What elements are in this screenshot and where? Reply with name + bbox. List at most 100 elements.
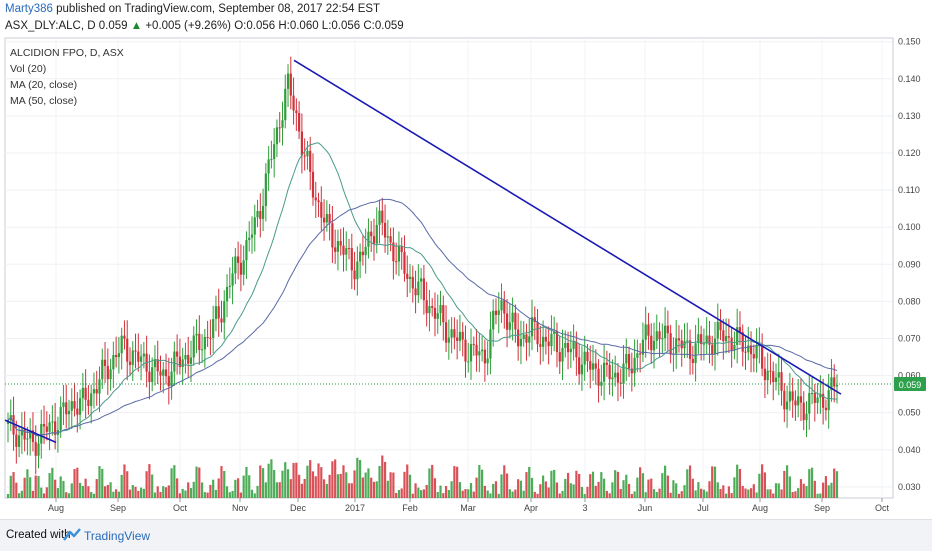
price-chart[interactable]: 0.150 0.140 0.130 0.120 0.110 0.100 0.090 0.080… <box>0 0 932 519</box>
volume-bar <box>278 482 281 498</box>
candle-body <box>264 173 267 206</box>
candle-body <box>705 335 708 344</box>
volume-bar <box>37 476 40 498</box>
candle-body <box>749 345 753 355</box>
candle-body <box>439 305 442 314</box>
volume-bar <box>539 484 542 498</box>
candle-body <box>522 334 525 340</box>
volume-bar <box>774 483 778 498</box>
volume-bar <box>386 480 389 498</box>
candle-body <box>184 354 187 360</box>
volume-bar <box>749 488 753 498</box>
volume-bar <box>286 469 290 498</box>
volume-bar <box>511 491 514 498</box>
candle-body <box>769 370 772 372</box>
candle-body <box>148 371 151 383</box>
candle-body <box>564 342 567 348</box>
candle-body <box>359 251 362 262</box>
volume-bar <box>713 466 717 498</box>
chart-legend: ALCIDION FPO, D, ASX Vol (20) MA (20, cl… <box>10 47 124 107</box>
volume-bar <box>536 493 539 498</box>
volume-bar <box>259 465 262 498</box>
candle-body <box>37 443 40 456</box>
volume-bar <box>700 488 703 498</box>
candle-body <box>547 341 550 347</box>
tradingview-logo-icon[interactable] <box>63 528 81 542</box>
candle-body <box>170 371 173 387</box>
candle-body <box>378 210 381 225</box>
volume-bar <box>625 474 628 498</box>
tradingview-link[interactable]: TradingView <box>84 529 151 543</box>
volume-bar <box>616 471 620 498</box>
volume-bar <box>284 462 287 498</box>
volume-bar <box>120 474 123 498</box>
candle-body <box>558 352 561 362</box>
x-tick-label: Sep <box>814 503 830 513</box>
volume-bar <box>54 479 57 498</box>
volume-bar <box>15 482 18 498</box>
candle-body <box>622 363 625 384</box>
candle-body <box>134 350 137 352</box>
candle-body <box>225 287 229 302</box>
candle-body <box>220 318 223 323</box>
volume-bar <box>744 488 747 498</box>
volume-bar <box>683 485 686 498</box>
candle-body <box>101 359 104 380</box>
volume-bar <box>481 469 484 498</box>
candle-body <box>317 200 320 203</box>
volume-bar <box>483 485 486 498</box>
volume-bar <box>810 467 814 498</box>
volume-bar <box>20 490 23 498</box>
volume-bar <box>151 474 154 498</box>
candle-body <box>73 401 76 409</box>
volume-bar <box>627 483 631 498</box>
author-link[interactable]: Marty386 <box>5 3 53 15</box>
candle-body <box>722 330 725 342</box>
candle-body <box>284 88 287 121</box>
volume-bar <box>755 492 758 498</box>
candle-body <box>281 120 284 128</box>
volume-bar <box>162 486 165 498</box>
candle-body <box>42 424 46 427</box>
volume-bar <box>395 493 398 498</box>
volume-bar <box>347 483 351 498</box>
volume-bar <box>17 493 21 498</box>
candle-body <box>309 150 312 172</box>
candle-body <box>569 348 572 353</box>
candle-body <box>561 347 564 362</box>
candle-body <box>497 310 500 315</box>
volume-bar <box>550 470 553 498</box>
candle-body <box>483 349 486 364</box>
volume-bar <box>115 489 118 498</box>
volume-bar <box>558 493 561 498</box>
volume-bar <box>566 472 570 498</box>
volume-bar <box>766 489 769 498</box>
volume-bar <box>661 473 664 498</box>
candle-body <box>62 402 65 407</box>
candle-body <box>517 329 520 347</box>
candle-body <box>425 300 428 314</box>
volume-bar <box>195 466 198 498</box>
candle-body <box>528 336 531 343</box>
candle-body <box>675 338 678 354</box>
volume-bar <box>797 488 800 498</box>
volume-bar <box>772 493 775 498</box>
candle-body <box>192 335 195 358</box>
volume-bar <box>641 473 645 498</box>
volume-bar <box>187 482 190 498</box>
y-tick-label: 0.090 <box>898 259 921 269</box>
candle-body <box>59 406 62 431</box>
candle-body <box>336 241 340 252</box>
candle-body <box>78 398 82 415</box>
candle-body <box>214 306 218 320</box>
volume-bar <box>530 477 534 498</box>
volume-bar <box>370 477 373 498</box>
candle-body <box>738 327 742 333</box>
symbol-header: ASX_DLY:ALC, D 0.059 ▲ +0.005 (+9.26%) O… <box>5 20 404 32</box>
volume-bar <box>492 483 495 498</box>
volume-bar <box>242 475 245 498</box>
volume-bar <box>309 460 312 498</box>
volume-bar <box>128 489 132 498</box>
candle-body <box>783 390 786 410</box>
candle-body <box>475 344 478 356</box>
